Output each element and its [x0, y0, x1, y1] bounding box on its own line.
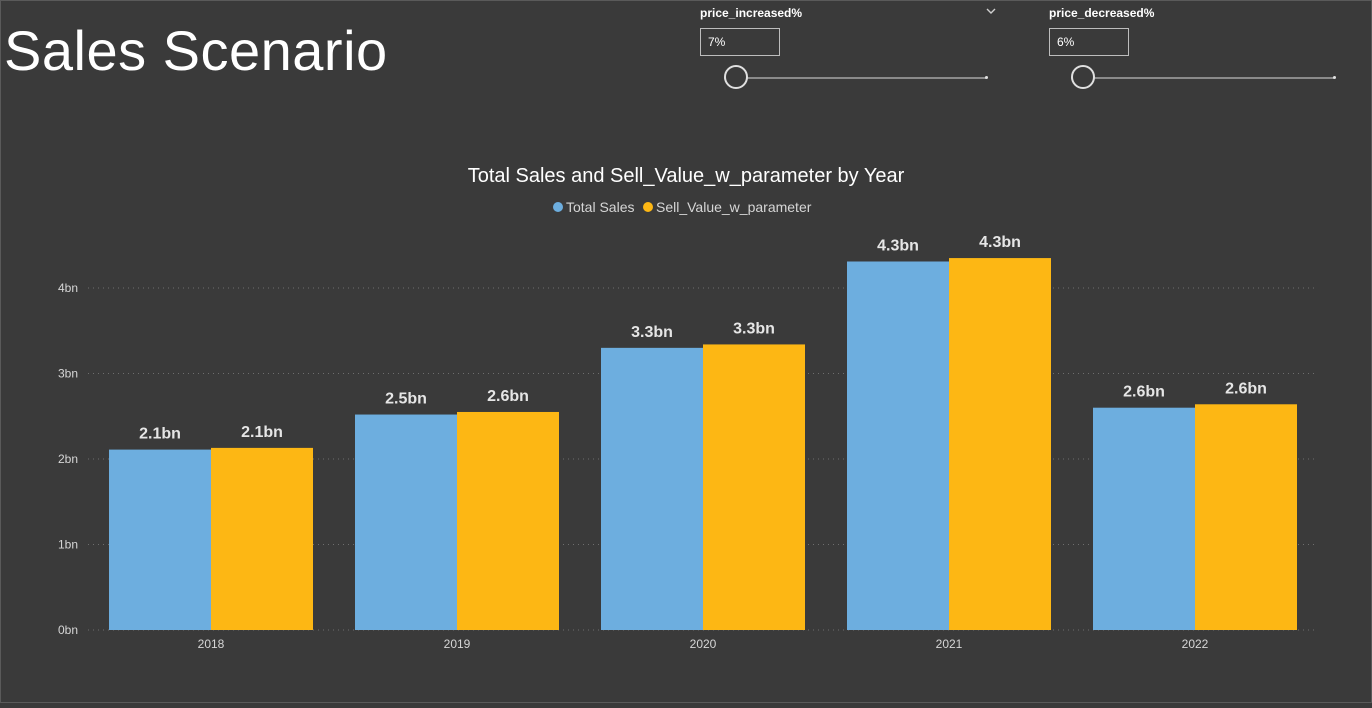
slider-track[interactable]: [724, 77, 986, 79]
slicer-value-input[interactable]: 7%: [700, 28, 780, 56]
bar: [211, 447, 313, 630]
bar: [1093, 407, 1195, 630]
y-tick-label: 4bn: [58, 281, 78, 295]
data-label: 2.6bn: [1225, 380, 1267, 397]
data-label: 2.1bn: [241, 424, 283, 441]
bar: [847, 261, 949, 630]
chart-legend[interactable]: Total Sales Sell_Value_w_parameter: [553, 199, 812, 215]
legend-marker: [553, 202, 563, 212]
x-tick-label: 2020: [690, 637, 717, 651]
bar: [109, 449, 211, 630]
slider-end: [1333, 76, 1336, 79]
bar: [1195, 404, 1297, 630]
data-label: 4.3bn: [979, 234, 1021, 251]
data-label: 2.1bn: [139, 426, 181, 443]
legend-marker: [643, 202, 653, 212]
data-label: 4.3bn: [877, 237, 919, 254]
x-tick-label: 2021: [936, 637, 963, 651]
slicer-price-increased[interactable]: price_increased% 7%: [700, 6, 1000, 96]
page-title: Sales Scenario: [4, 19, 388, 82]
bar: [601, 347, 703, 630]
y-tick-label: 1bn: [58, 538, 78, 552]
x-tick-label: 2018: [198, 637, 225, 651]
chart-svg: Total Sales and Sell_Value_w_parameter b…: [58, 165, 1318, 651]
legend-label: Total Sales: [566, 199, 634, 215]
y-axis: 0bn 1bn 2bn 3bn 4bn: [58, 281, 78, 637]
x-tick-label: 2022: [1182, 637, 1209, 651]
slicer-label: price_increased%: [700, 6, 803, 20]
slider-handle[interactable]: [724, 65, 748, 89]
slicer-label: price_decreased%: [1049, 6, 1155, 20]
slider-handle[interactable]: [1071, 65, 1095, 89]
legend-label: Sell_Value_w_parameter: [656, 199, 812, 215]
bar: [457, 411, 559, 630]
bar-chart: Total Sales and Sell_Value_w_parameter b…: [0, 150, 1372, 703]
data-label: 2.6bn: [487, 388, 529, 405]
x-axis: 2018 2019 2020 2021 2022: [198, 637, 1209, 651]
chevron-down-icon[interactable]: [984, 4, 998, 18]
data-label: 3.3bn: [733, 320, 775, 337]
slider-track[interactable]: [1071, 77, 1334, 79]
bar: [355, 414, 457, 630]
chart-title: Total Sales and Sell_Value_w_parameter b…: [468, 165, 905, 187]
data-label: 2.6bn: [1123, 384, 1165, 401]
bars: 2.1bn 2.1bn 2.5bn 2.6bn 3.3bn 3.3bn 4.3bn 4.3bn…: [109, 234, 1297, 630]
data-label: 3.3bn: [631, 324, 673, 341]
slicer-value-input[interactable]: 6%: [1049, 28, 1129, 56]
bar: [703, 344, 805, 630]
slider-end: [985, 76, 988, 79]
x-tick-label: 2019: [444, 637, 471, 651]
y-tick-label: 3bn: [58, 367, 78, 381]
bar: [949, 258, 1051, 630]
y-tick-label: 0bn: [58, 623, 78, 637]
y-tick-label: 2bn: [58, 452, 78, 466]
data-label: 2.5bn: [385, 391, 427, 408]
slicer-price-decreased[interactable]: price_decreased% 6%: [1049, 6, 1349, 96]
